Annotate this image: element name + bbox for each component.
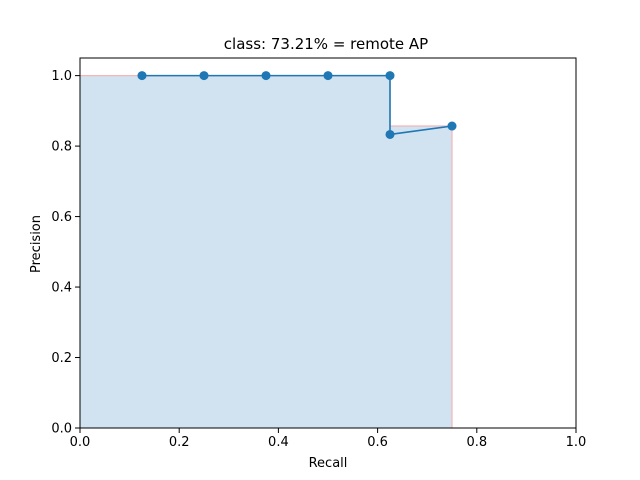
y-tick-label: 0.0	[51, 422, 72, 437]
y-tick-label: 0.2	[51, 351, 72, 366]
ap-area-fill	[80, 75, 452, 428]
data-point	[323, 71, 333, 81]
data-point	[199, 71, 209, 81]
x-tick-label: 1.0	[566, 435, 587, 450]
axes-frame	[79, 57, 577, 429]
y-tick-label: 0.6	[51, 210, 72, 225]
y-tick-label: 0.4	[51, 281, 72, 296]
x-tick-label: 0.8	[466, 435, 487, 450]
data-point	[385, 129, 395, 139]
y-tick-label: 1.0	[51, 69, 72, 84]
data-point	[137, 71, 147, 81]
x-tick-label: 0.6	[367, 435, 388, 450]
y-axis-label: Precision	[29, 215, 44, 273]
x-axis-label: Recall	[309, 456, 348, 471]
data-point	[385, 71, 395, 81]
data-point	[261, 71, 271, 81]
x-tick-label: 0.4	[268, 435, 289, 450]
chart-title: class: 73.21% = remote AP	[224, 35, 428, 53]
y-tick-label: 0.8	[51, 140, 72, 155]
data-point	[447, 121, 457, 131]
plot-area: 0.0 0.2 0.4 0.6 0.8 1.0 0.0 0.2 0.4 0.6 0.8 1.0	[51, 57, 587, 450]
x-tick-label: 0.0	[70, 435, 91, 450]
x-tick-label: 0.2	[169, 435, 190, 450]
